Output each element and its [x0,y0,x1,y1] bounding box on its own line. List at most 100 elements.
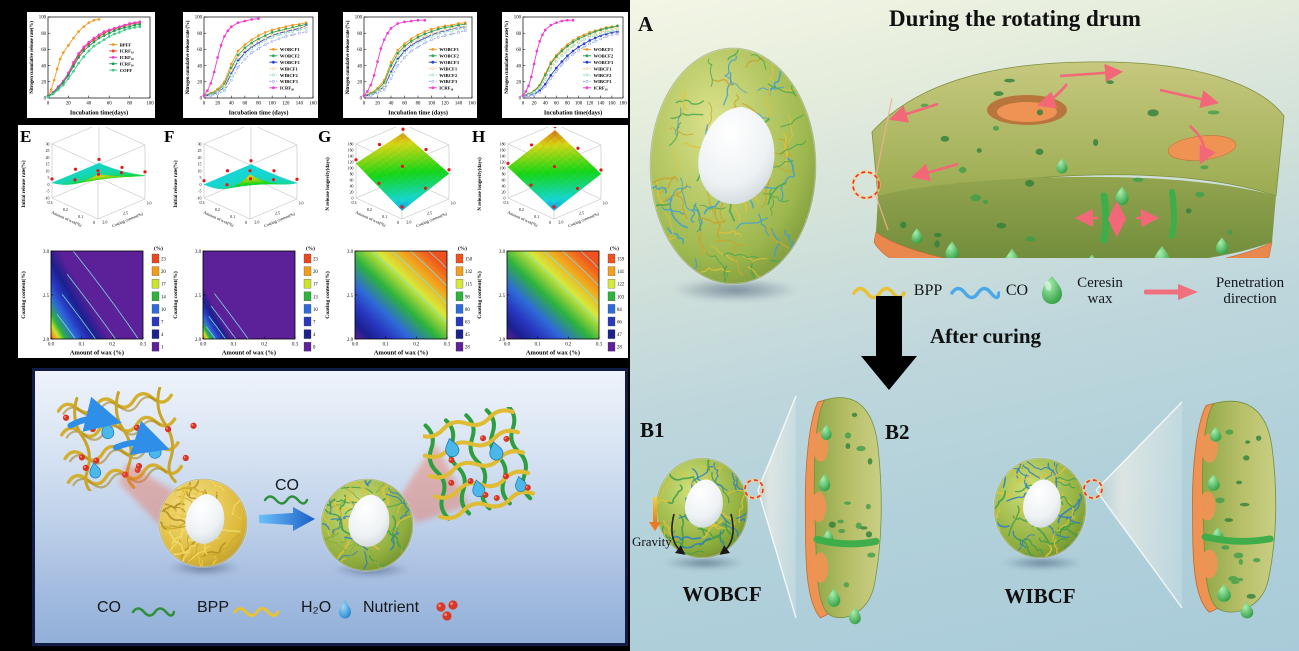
coated-fertilizer-granule-A [649,47,817,285]
svg-text:Nitrogen cumulative release ra: Nitrogen cumulative release rate(%) [30,21,35,94]
svg-text:2.5: 2.5 [427,211,432,216]
svg-text:Nitrogen cumulative release ra: Nitrogen cumulative release rate (%) [346,20,351,94]
svg-text:0.0: 0.0 [48,343,55,348]
svg-text:(%): (%) [610,245,619,252]
svg-text:-10: -10 [44,196,49,200]
svg-text:Amount of wax (%): Amount of wax (%) [526,350,580,357]
svg-text:20: 20 [198,156,202,160]
wibcf-name: WIBCF [1004,584,1076,608]
svg-text:N release longevity(days): N release longevity(days) [478,157,483,211]
svg-text:Coating content(%): Coating content(%) [476,271,483,319]
svg-text:10: 10 [313,308,318,313]
legend-co-label: CO [97,599,121,616]
svg-text:17: 17 [313,283,318,288]
svg-text:7: 7 [313,321,316,326]
svg-text:0: 0 [44,97,47,102]
svg-text:120: 120 [348,160,354,164]
svg-text:0.0: 0.0 [200,343,207,348]
svg-text:120: 120 [282,102,290,107]
svg-text:0: 0 [397,220,399,225]
svg-text:5: 5 [200,176,202,180]
svg-text:WOBCF2: WOBCF2 [594,54,614,59]
svg-text:0: 0 [549,220,551,225]
svg-text:0.1: 0.1 [383,343,390,348]
svg-text:100: 100 [355,16,363,21]
svg-text:WOBCF1: WOBCF1 [439,47,459,52]
svg-text:0: 0 [522,102,525,107]
bpp-wavy-line-icon [233,607,280,617]
svg-text:2.0: 2.0 [254,219,259,224]
wobcf-cross-section [804,397,882,625]
svg-text:115: 115 [465,283,473,288]
co-arrow-label: CO [275,477,299,494]
legend-penetration-direction-label: Penetration direction [1215,275,1285,307]
svg-text:0.1: 0.1 [231,343,238,348]
svg-text:0: 0 [519,97,522,102]
svg-text:0: 0 [93,220,95,225]
svg-text:WIBCF2: WIBCF2 [439,73,458,78]
chart-svg: 0 20 40 60 80 100 120 140 160 0 20 40 60 80 100 Incubat… [346,16,476,117]
svg-text:40: 40 [543,102,548,107]
svg-text:Incubation time(days): Incubation time(days) [544,110,602,117]
svg-text:140: 140 [500,154,506,158]
panel-letter-E: E [20,127,32,146]
svg-text:20: 20 [197,81,202,86]
svg-text:28: 28 [617,346,622,351]
svg-text:0: 0 [200,183,202,187]
svg-text:2.0: 2.0 [499,338,506,343]
svg-text:80: 80 [357,32,362,37]
svg-text:3.0: 3.0 [299,201,304,206]
svg-text:141: 141 [617,270,625,275]
svg-text:ICRF₂₀: ICRF₂₀ [120,55,135,60]
svg-text:WIBCF3: WIBCF3 [439,79,458,84]
svg-text:0.2: 0.2 [565,343,572,348]
svg-text:98: 98 [465,295,470,300]
svg-text:0.3: 0.3 [140,343,147,348]
contour-plot-1: 3.0 2.5 2.0 0.0 0.1 0.2 0.3 Amount of wax (%) Co… [18,241,170,358]
surface-plot-H: 180 160 140 120 100 80 60 40 20 0 N release longev… [474,127,628,239]
svg-text:WIBCF1: WIBCF1 [594,66,613,71]
svg-text:60: 60 [107,102,112,107]
legend-ceresin-wax-label: Ceresin wax [1077,275,1123,307]
svg-text:15: 15 [198,163,202,167]
gravity-arrowhead [649,522,661,531]
svg-text:0.1: 0.1 [230,214,235,219]
svg-text:0: 0 [363,102,366,107]
svg-text:140: 140 [455,102,463,107]
svg-text:84: 84 [617,308,622,313]
chart-svg: 0 20 40 60 80 100 0 20 40 60 80 100 Incubation time(… [30,16,154,117]
svg-text:Amount of wax (%): Amount of wax (%) [374,350,428,357]
svg-text:2.5: 2.5 [275,211,280,216]
rotating-drum-title: During the rotating drum [889,6,1141,31]
svg-text:100: 100 [39,16,47,21]
svg-text:80: 80 [41,32,46,37]
legend-bpp-label: BPP [913,282,943,299]
legend-h2o-label: H₂O [301,599,332,616]
fertilizer-coating-illustration: A During the rotating drum BPP CO Ceresi… [630,0,1299,651]
svg-text:45: 45 [465,333,470,338]
svg-text:160: 160 [348,148,354,152]
svg-text:2.0: 2.0 [347,338,354,343]
svg-text:WIBCF2: WIBCF2 [594,73,613,78]
svg-text:ICRF₃₀: ICRF₃₀ [594,86,609,91]
svg-text:10: 10 [46,169,50,173]
panel-letter-A: A [638,12,654,36]
svg-text:Incubation time (days): Incubation time (days) [229,110,289,117]
svg-text:60: 60 [41,48,46,53]
svg-text:160: 160 [468,102,476,107]
contour-plot-2: 3.0 2.5 2.0 0.0 0.1 0.2 0.3 Amount of wax (%) Co… [170,241,322,358]
svg-text:40: 40 [350,184,354,188]
line-chart-release-4: 0 20 40 60 80 100 120 140 160 180 0 20 40 60 80 100 Incu… [502,12,628,118]
svg-text:0: 0 [313,346,316,351]
svg-text:40: 40 [86,102,91,107]
wibcf-cross-section [1192,400,1277,619]
svg-text:0: 0 [203,102,206,107]
svg-text:WOBCF3: WOBCF3 [594,60,614,65]
svg-text:25: 25 [198,149,202,153]
svg-text:Initial release rate(%): Initial release rate(%) [174,160,179,207]
contour-plot-3: 3.0 2.5 2.0 0.0 0.1 0.2 0.3 Amount of wax (%) Co… [322,241,474,358]
svg-text:20: 20 [66,102,71,107]
svg-text:0: 0 [48,183,50,187]
svg-text:20: 20 [516,81,521,86]
coating-cross-section-A [871,61,1285,258]
